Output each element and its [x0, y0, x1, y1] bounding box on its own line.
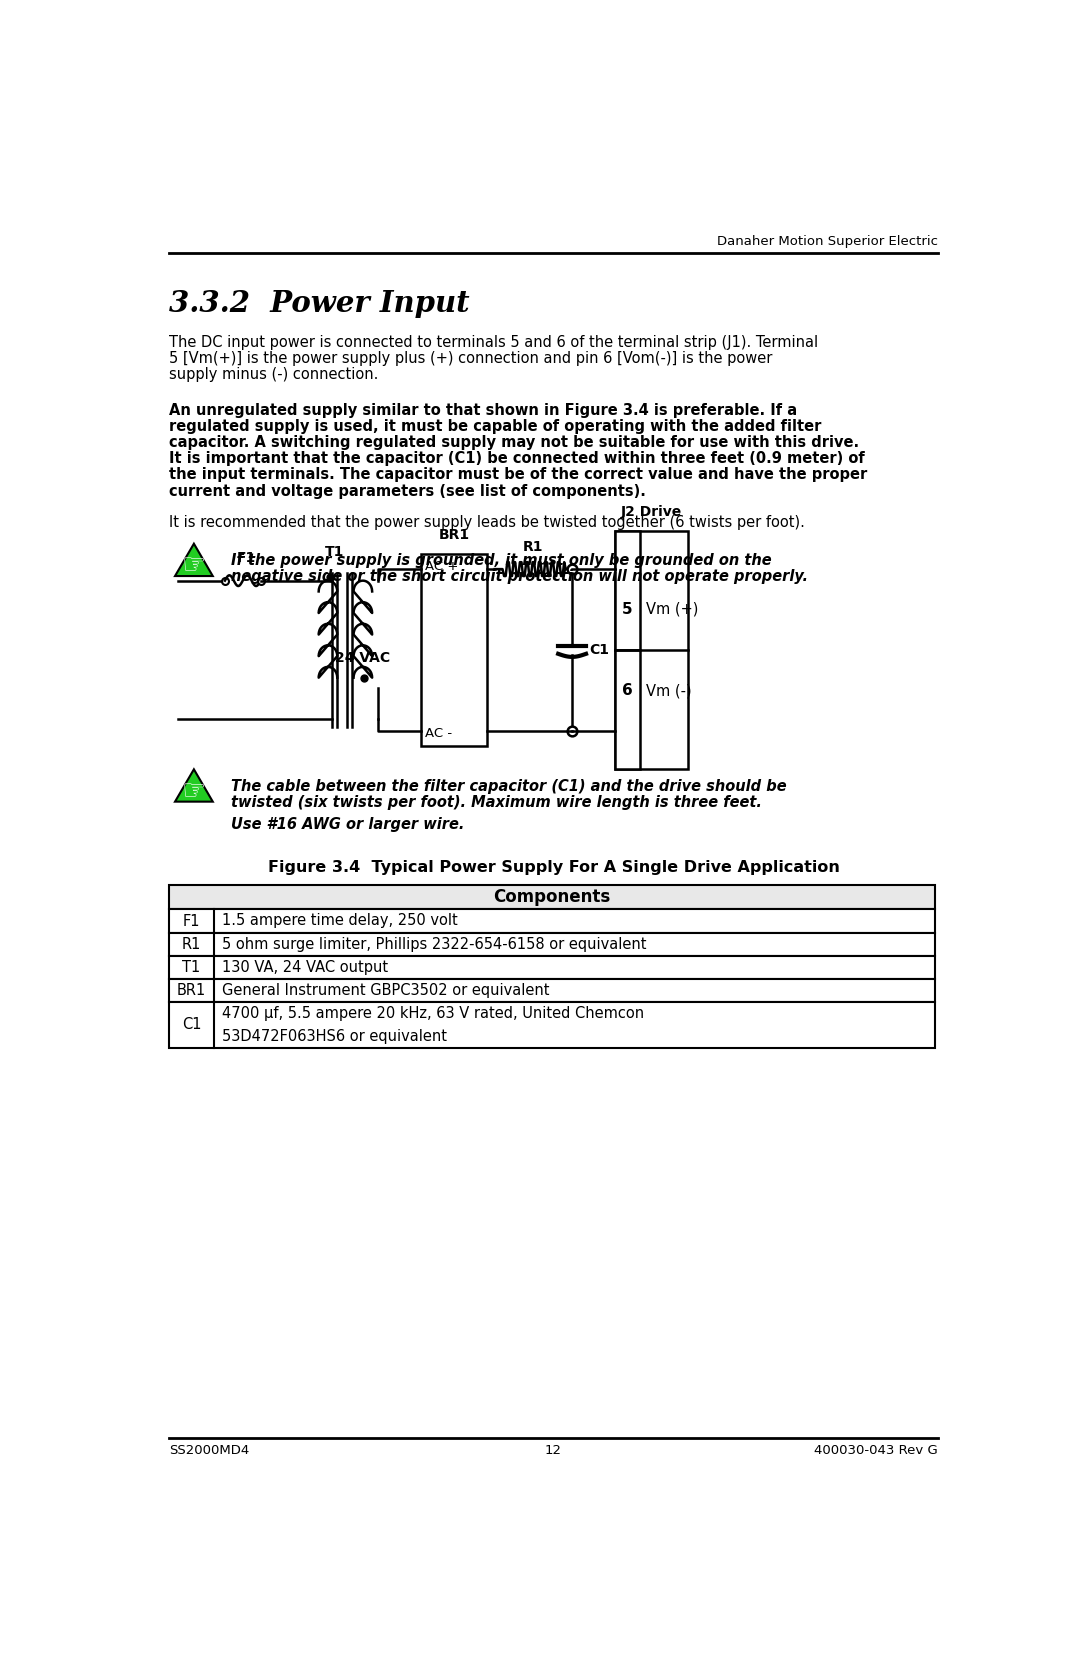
Text: 1.5 ampere time delay, 250 volt: 1.5 ampere time delay, 250 volt — [221, 913, 458, 928]
Text: twisted (six twists per foot). Maximum wire length is three feet.: twisted (six twists per foot). Maximum w… — [231, 794, 762, 809]
Text: 12: 12 — [545, 1444, 562, 1457]
Bar — [615, 649, 639, 769]
Text: Components: Components — [494, 888, 610, 906]
Text: It is important that the capacitor (C1) be connected within three feet (0.9 mete: It is important that the capacitor (C1) … — [170, 451, 865, 466]
Text: Use #16 AWG or larger wire.: Use #16 AWG or larger wire. — [231, 818, 464, 833]
Text: ☞: ☞ — [181, 779, 206, 804]
Text: It is recommended that the power supply leads be twisted together (6 twists per : It is recommended that the power supply … — [170, 516, 805, 531]
Text: 5 ohm surge limiter, Phillips 2322-654-6158 or equivalent: 5 ohm surge limiter, Phillips 2322-654-6… — [221, 936, 646, 951]
Text: 5 [Vm(+)] is the power supply plus (+) connection and pin 6 [Vom(-)] is the powe: 5 [Vm(+)] is the power supply plus (+) c… — [170, 350, 772, 366]
Polygon shape — [175, 544, 213, 576]
Text: capacitor. A switching regulated supply may not be suitable for use with this dr: capacitor. A switching regulated supply … — [170, 436, 860, 451]
Text: If the power supply is grounded, it must only be grounded on the: If the power supply is grounded, it must… — [231, 552, 772, 567]
Text: R1: R1 — [523, 539, 543, 554]
Text: regulated supply is used, it must be capable of operating with the added filter: regulated supply is used, it must be cap… — [170, 419, 822, 434]
Text: 3.3.2  Power Input: 3.3.2 Power Input — [170, 289, 470, 317]
Text: Vm (+): Vm (+) — [646, 603, 698, 618]
Bar — [170, 933, 935, 956]
Text: C1: C1 — [181, 1018, 201, 1033]
Text: An unregulated supply similar to that shown in Figure 3.4 is preferable. If a: An unregulated supply similar to that sh… — [170, 402, 797, 417]
Text: SS2000MD4: SS2000MD4 — [170, 1444, 249, 1457]
Bar — [170, 910, 935, 933]
Text: BR1: BR1 — [438, 527, 470, 542]
Text: 53D472F063HS6 or equivalent: 53D472F063HS6 or equivalent — [221, 1030, 447, 1045]
Text: negative side or the short circuit protection will not operate properly.: negative side or the short circuit prote… — [231, 569, 808, 584]
Bar — [615, 531, 688, 769]
Text: J2 Drive: J2 Drive — [621, 506, 683, 519]
Bar — [170, 956, 935, 978]
Text: R1: R1 — [181, 936, 201, 951]
Text: supply minus (-) connection.: supply minus (-) connection. — [170, 367, 378, 382]
Text: 130 VA, 24 VAC output: 130 VA, 24 VAC output — [221, 960, 388, 975]
Bar — [170, 1001, 935, 1048]
Text: T1: T1 — [324, 546, 343, 559]
Text: T1: T1 — [183, 960, 201, 975]
Text: The cable between the filter capacitor (C1) and the drive should be: The cable between the filter capacitor (… — [231, 778, 786, 793]
Text: Figure 3.4  Typical Power Supply For A Single Drive Application: Figure 3.4 Typical Power Supply For A Si… — [268, 860, 839, 875]
Text: the input terminals. The capacitor must be of the correct value and have the pro: the input terminals. The capacitor must … — [170, 467, 867, 482]
Text: 6: 6 — [622, 683, 633, 698]
Text: C1: C1 — [590, 643, 609, 658]
Text: Danaher Motion Superior Electric: Danaher Motion Superior Electric — [717, 235, 937, 249]
Polygon shape — [175, 769, 213, 801]
Bar — [170, 885, 935, 910]
Text: 4700 µf, 5.5 ampere 20 kHz, 63 V rated, United Chemcon: 4700 µf, 5.5 ampere 20 kHz, 63 V rated, … — [221, 1006, 644, 1021]
Bar — [170, 978, 935, 1001]
Text: 400030-043 Rev G: 400030-043 Rev G — [814, 1444, 937, 1457]
Text: ☞: ☞ — [181, 554, 206, 579]
Text: General Instrument GBPC3502 or equivalent: General Instrument GBPC3502 or equivalen… — [221, 983, 550, 998]
Text: BR1: BR1 — [177, 983, 206, 998]
Text: F1: F1 — [237, 551, 256, 566]
Text: AC +: AC + — [424, 559, 458, 572]
Text: 24 VAC: 24 VAC — [335, 651, 390, 664]
Text: AC -: AC - — [424, 728, 451, 739]
Text: F1: F1 — [183, 913, 200, 928]
Bar — [615, 531, 639, 649]
Text: The DC input power is connected to terminals 5 and 6 of the terminal strip (J1).: The DC input power is connected to termi… — [170, 335, 819, 350]
Bar — [421, 554, 487, 746]
Text: current and voltage parameters (see list of components).: current and voltage parameters (see list… — [170, 484, 646, 499]
Text: 5: 5 — [622, 603, 633, 618]
Text: Vm (-): Vm (-) — [646, 683, 691, 698]
